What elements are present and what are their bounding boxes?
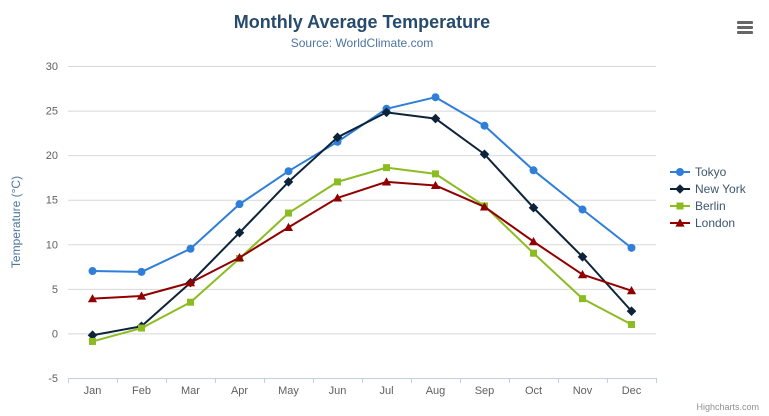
data-point-london[interactable] [283,222,294,231]
data-point-berlin[interactable] [285,209,292,217]
chart-subtitle: Source: WorldClimate.com [290,36,434,50]
series-line-new-york [92,111,633,337]
legend-item-tokyo[interactable]: Tokyo [670,163,746,180]
data-point-london[interactable] [528,237,539,246]
x-axis-tick-label: Nov [573,385,593,397]
chart-title: Monthly Average Temperature [233,12,491,32]
data-point-berlin[interactable] [432,170,439,178]
data-point-london[interactable] [577,269,588,279]
legend-marker-icon [670,217,690,227]
x-axis-tick-label: Dec [622,385,642,397]
y-axis-tick-label: 30 [46,61,58,73]
data-point-london[interactable] [626,286,637,295]
context-menu-button[interactable] [733,16,757,38]
data-point-tokyo[interactable] [186,244,195,253]
x-axis-tick-label: Mar [181,385,200,397]
x-axis-tick-label: Jun [329,385,347,397]
data-point-berlin[interactable] [89,337,96,345]
credits-link[interactable]: Highcharts.com [696,402,759,412]
data-point-berlin[interactable] [138,324,145,332]
x-axis-tick-label: Aug [426,385,446,397]
data-point-tokyo[interactable] [578,205,587,214]
series-line-berlin [92,166,632,343]
data-point-new-york[interactable] [283,177,294,187]
data-point-tokyo[interactable] [137,267,146,276]
data-point-tokyo[interactable] [480,121,489,130]
data-point-new-york[interactable] [528,202,539,213]
data-point-berlin[interactable] [187,298,194,306]
data-point-tokyo[interactable] [235,200,244,209]
y-axis-tick-label: 5 [52,284,58,296]
data-point-new-york[interactable] [87,330,98,341]
data-point-tokyo[interactable] [529,166,538,175]
data-point-berlin[interactable] [628,321,635,329]
data-point-berlin[interactable] [334,178,341,186]
legend-label: Tokyo [695,164,727,179]
legend-label: Berlin [695,198,726,213]
x-axis-tick-label: Jul [379,385,393,397]
series-line-london [92,180,632,300]
data-point-new-york[interactable] [381,107,392,118]
data-point-berlin[interactable] [530,249,537,257]
data-point-tokyo[interactable] [284,167,293,176]
data-point-london[interactable] [332,193,343,202]
x-axis-tick-label: Oct [525,385,542,397]
x-axis-tick-label: Apr [231,385,248,397]
data-point-new-york[interactable] [577,251,588,262]
data-point-new-york[interactable] [234,227,245,238]
y-axis-tick-label: 25 [46,106,58,118]
data-point-london[interactable] [185,278,196,287]
data-point-new-york[interactable] [479,149,490,160]
x-axis-tick-label: Jan [84,385,102,397]
y-axis-tick-label: -5 [48,373,58,385]
legend-marker-icon [670,202,690,209]
legend-marker-icon [670,167,690,176]
x-axis-tick-label: May [278,385,299,397]
data-point-tokyo[interactable] [627,243,636,252]
data-point-london[interactable] [430,180,441,190]
legend-item-berlin[interactable]: Berlin [670,197,746,214]
legend-marker-icon [670,183,690,194]
data-point-new-york[interactable] [332,132,343,143]
data-point-london[interactable] [479,202,490,211]
y-axis-tick-label: 0 [52,328,58,340]
data-point-new-york[interactable] [430,113,441,124]
series-line-tokyo [92,96,633,273]
data-point-tokyo[interactable] [88,267,97,276]
legend-item-new-york[interactable]: New York [670,180,746,197]
x-axis-tick-label: Feb [132,385,151,397]
y-axis-tick-label: 20 [46,150,58,162]
data-point-new-york[interactable] [626,306,637,316]
y-axis-tick-label: 10 [46,239,58,251]
data-point-london[interactable] [234,253,245,262]
hamburger-menu-icon [735,20,755,34]
data-point-tokyo[interactable] [431,93,440,102]
data-point-berlin[interactable] [579,295,586,303]
y-axis-tick-label: 15 [46,195,58,207]
legend-label: London [695,215,736,230]
data-point-london[interactable] [87,294,98,303]
data-point-london[interactable] [136,291,147,300]
data-point-berlin[interactable] [383,164,390,172]
legend: Tokyo New York Berlin London [670,163,746,231]
x-axis-tick-label: Sep [475,385,495,397]
legend-label: New York [695,181,746,196]
data-point-london[interactable] [381,177,392,186]
legend-item-london[interactable]: London [670,214,746,231]
